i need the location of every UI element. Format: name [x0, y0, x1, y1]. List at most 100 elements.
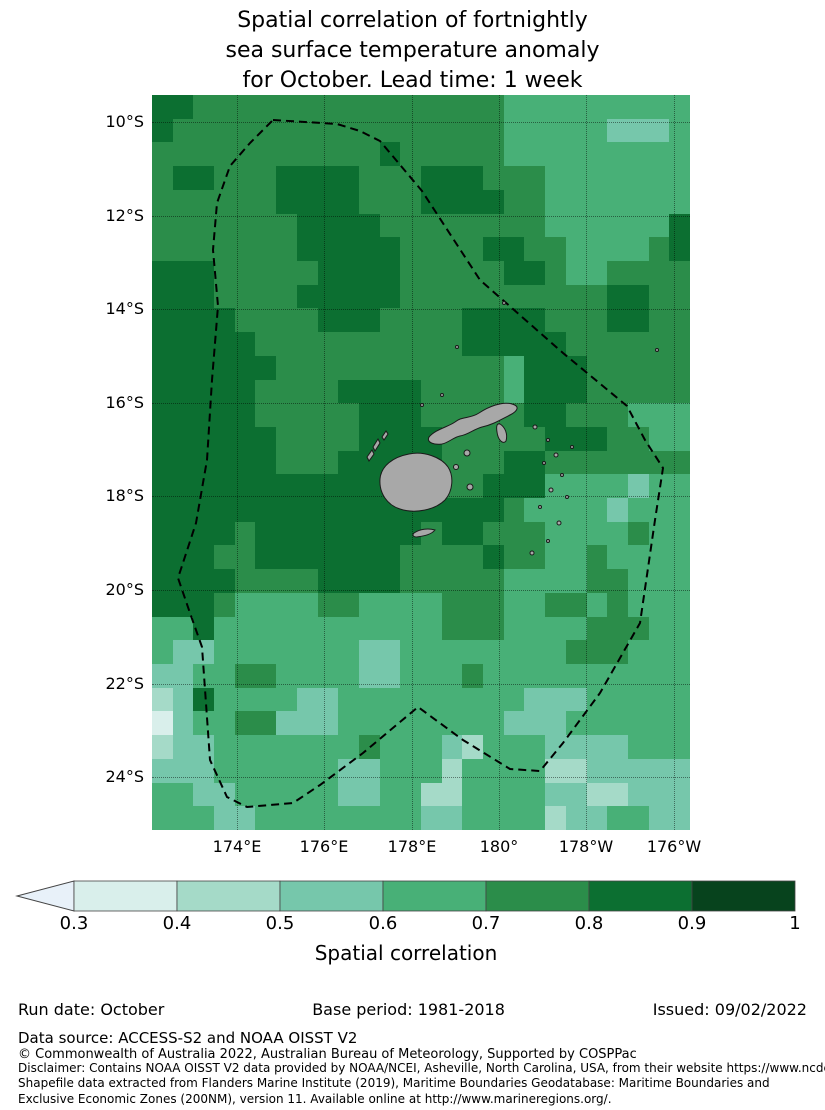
raster-cell — [214, 166, 235, 190]
raster-cell — [483, 118, 504, 143]
raster-cell — [586, 735, 608, 759]
raster-cell — [172, 616, 194, 641]
raster-cell — [421, 237, 442, 261]
raster-cell — [172, 355, 194, 380]
raster-cell — [669, 616, 690, 641]
raster-cell — [276, 260, 297, 285]
raster-cell — [462, 687, 484, 712]
raster-cell — [524, 426, 546, 451]
raster-cell — [627, 403, 649, 427]
raster-cell — [276, 189, 297, 214]
gridline-lon — [324, 95, 326, 830]
raster-cell — [358, 332, 380, 356]
raster-cell — [152, 379, 173, 404]
raster-cell — [152, 260, 173, 285]
raster-cell — [338, 735, 359, 759]
raster-cell — [234, 142, 256, 167]
raster-cell — [607, 332, 628, 356]
raster-cell — [358, 758, 380, 783]
raster-cell — [214, 284, 235, 309]
raster-cell — [545, 521, 566, 546]
raster-cell — [503, 237, 525, 261]
raster-cell — [607, 284, 628, 309]
raster-cell — [296, 426, 318, 451]
raster-cell — [441, 332, 463, 356]
raster-cell — [586, 569, 608, 593]
raster-cell — [421, 545, 442, 570]
raster-cell — [669, 664, 690, 688]
raster-cell — [524, 237, 546, 261]
raster-cell — [400, 355, 421, 380]
raster-cell — [524, 735, 546, 759]
raster-cell — [296, 403, 318, 427]
raster-cell — [669, 166, 690, 190]
raster-cell — [234, 474, 256, 499]
raster-cell — [255, 450, 277, 475]
raster-cell — [193, 806, 215, 830]
raster-cell — [193, 284, 215, 309]
raster-cell — [400, 569, 421, 593]
raster-cell — [565, 758, 587, 783]
raster-cell — [669, 355, 690, 380]
lat-tick-label: 10°S — [105, 112, 144, 131]
raster-cell — [234, 687, 256, 712]
raster-cell — [421, 379, 442, 404]
raster-cell — [421, 355, 442, 380]
raster-cell — [565, 498, 587, 522]
raster-cell — [669, 260, 690, 285]
raster-cell — [338, 474, 359, 499]
raster-cell — [172, 450, 194, 475]
raster-cell — [172, 735, 194, 759]
raster-cell — [296, 711, 318, 736]
raster-cell — [483, 687, 504, 712]
raster-cell — [607, 142, 628, 167]
lon-tick-label: 180° — [479, 837, 519, 856]
raster-cell — [152, 616, 173, 641]
lau-islet — [556, 520, 562, 526]
raster-cell — [669, 640, 690, 665]
raster-cell — [234, 332, 256, 356]
raster-cell — [214, 403, 235, 427]
raster-cell — [214, 426, 235, 451]
raster-cell — [214, 213, 235, 238]
raster-cell — [483, 569, 504, 593]
raster-cell — [338, 379, 359, 404]
raster-cell — [441, 711, 463, 736]
raster-cell — [627, 569, 649, 593]
raster-cell — [172, 379, 194, 404]
raster-cell — [503, 640, 525, 665]
raster-cell — [648, 687, 670, 712]
raster-cell — [586, 260, 608, 285]
raster-cell — [648, 237, 670, 261]
raster-cell — [483, 616, 504, 641]
raster-cell — [483, 166, 504, 190]
raster-cell — [441, 355, 463, 380]
raster-cell — [152, 189, 173, 214]
raster-cell — [255, 189, 277, 214]
raster-cell — [234, 355, 256, 380]
raster-cell — [234, 711, 256, 736]
colorbar-label: Spatial correlation — [314, 941, 498, 965]
correlation-map — [152, 95, 690, 830]
raster-cell — [483, 450, 504, 475]
raster-cell — [358, 664, 380, 688]
raster-cell — [276, 166, 297, 190]
raster-cell — [296, 166, 318, 190]
raster-cell — [586, 332, 608, 356]
raster-cell — [648, 213, 670, 238]
raster-cell — [607, 569, 628, 593]
raster-cell — [296, 142, 318, 167]
raster-cell — [296, 758, 318, 783]
raster-cell — [172, 189, 194, 214]
raster-cell — [317, 545, 339, 570]
raster-cell — [607, 498, 628, 522]
raster-cell — [276, 664, 297, 688]
raster-cell — [421, 521, 442, 546]
figure-title: Spatial correlation of fortnightly sea s… — [0, 6, 825, 96]
raster-cell — [669, 403, 690, 427]
raster-cell — [379, 166, 401, 190]
raster-cell — [234, 166, 256, 190]
raster-cell — [669, 450, 690, 475]
raster-cell — [441, 806, 463, 830]
